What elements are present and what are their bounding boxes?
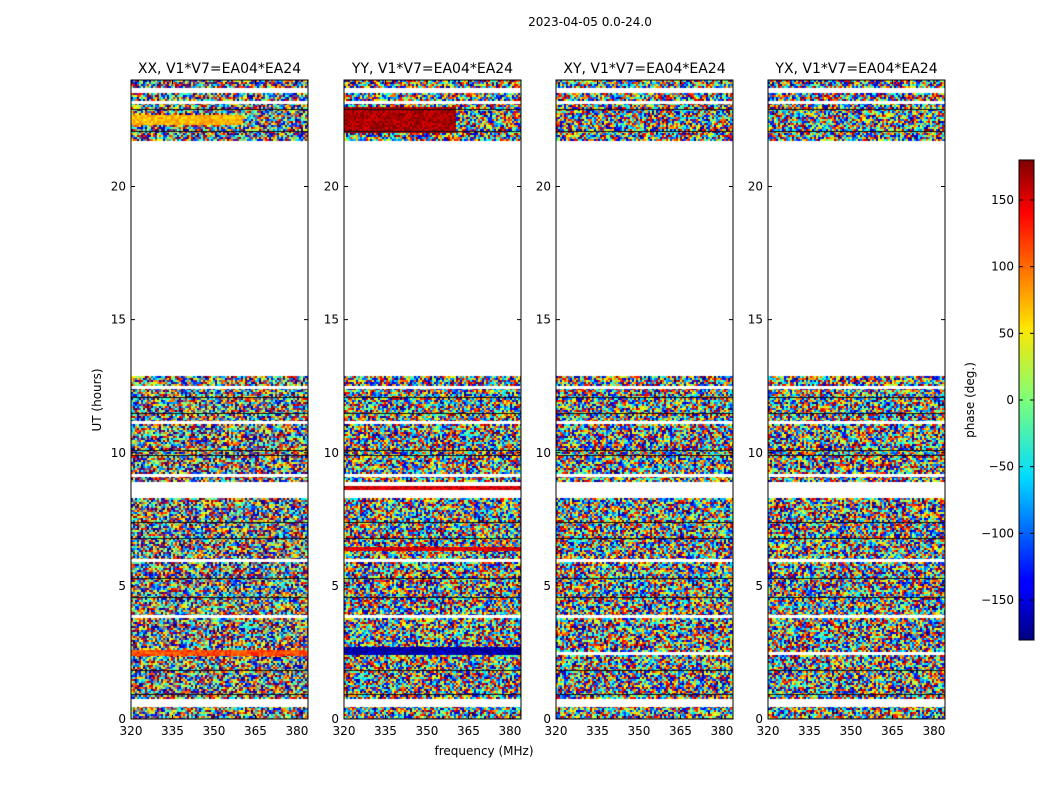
- panel-3: XY, V1*V7=EA04*EA24 320 335 350 365 380 0 5 10 15…: [536, 61, 734, 738]
- colorbar-tick-label: 100: [991, 260, 1014, 274]
- phase-heatmap: [344, 80, 521, 719]
- colorbar-tick-label: −150: [981, 593, 1014, 607]
- y-tick-label: 0: [118, 712, 126, 726]
- x-tick-label: 380: [498, 724, 521, 738]
- heatmap-canvas-wrap: [344, 80, 521, 719]
- y-tick-label: 20: [536, 180, 551, 194]
- panels: XX, V1*V7=EA04*EA24 320 335 350 365 380 0 5 10 15…: [111, 61, 946, 738]
- heatmap-canvas-wrap: [131, 80, 308, 719]
- panel-1: XX, V1*V7=EA04*EA24 320 335 350 365 380 0 5 10 15…: [111, 61, 309, 738]
- y-tick-label: 0: [543, 712, 551, 726]
- y-axis-label: UT (hours): [90, 368, 104, 431]
- panel-title: YX, V1*V7=EA04*EA24: [774, 61, 937, 77]
- panel-title: XY, V1*V7=EA04*EA24: [563, 61, 725, 77]
- y-tick-label: 5: [331, 579, 339, 593]
- x-axis-label: frequency (MHz): [434, 744, 533, 758]
- y-tick-label: 5: [118, 579, 126, 593]
- y-tick-label: 5: [755, 579, 763, 593]
- heatmap-canvas-wrap: [768, 80, 945, 719]
- colorbar: 150 100 50 0 −50 −100 −150 phase (deg.): [963, 159, 1035, 641]
- colorbar-tick-label: −100: [981, 526, 1014, 540]
- colorbar-tick-label: 50: [999, 326, 1014, 340]
- colorbar-label: phase (deg.): [963, 362, 977, 438]
- y-tick-label: 20: [324, 180, 339, 194]
- y-tick-label: 10: [111, 446, 126, 460]
- colorbar-tick-label: −50: [989, 460, 1014, 474]
- x-tick-label: 380: [922, 724, 945, 738]
- y-tick-label: 15: [748, 313, 763, 327]
- y-tick-label: 15: [111, 313, 126, 327]
- colorbar-tick-label: 150: [991, 193, 1014, 207]
- y-tick-label: 15: [536, 313, 551, 327]
- panel-frame: [767, 79, 946, 720]
- phase-heatmap: [556, 80, 733, 719]
- x-tick-label: 320: [545, 724, 568, 738]
- x-tick-label: 320: [120, 724, 143, 738]
- y-tick-label: 10: [748, 446, 763, 460]
- y-tick-label: 20: [748, 180, 763, 194]
- y-tick-label: 15: [324, 313, 339, 327]
- x-tick-label: 350: [416, 724, 439, 738]
- panel-2: YY, V1*V7=EA04*EA24 320 335 350 365 380 0 5 10 15…: [324, 61, 522, 738]
- phase-heatmap: [768, 80, 945, 719]
- x-tick-label: 335: [161, 724, 184, 738]
- colorbar-ticks: 150 100 50 0 −50 −100 −150: [981, 193, 1034, 607]
- y-tick-label: 5: [543, 579, 551, 593]
- y-tick-label: 10: [324, 446, 339, 460]
- x-tick-label: 365: [244, 724, 267, 738]
- panel-4: YX, V1*V7=EA04*EA24 320 335 350 365 380 0 5 10 15…: [748, 61, 946, 738]
- x-tick-label: 335: [798, 724, 821, 738]
- x-tick-label: 365: [457, 724, 480, 738]
- panel-frame: [130, 79, 309, 720]
- x-tick-label: 365: [669, 724, 692, 738]
- y-tick-label: 0: [755, 712, 763, 726]
- panel-title: YY, V1*V7=EA04*EA24: [351, 61, 513, 77]
- panel-frame: [555, 79, 734, 720]
- x-tick-label: 350: [840, 724, 863, 738]
- x-tick-label: 380: [710, 724, 733, 738]
- colorbar-tick-label: 0: [1006, 393, 1014, 407]
- heatmap-canvas-wrap: [556, 80, 733, 719]
- panel-title: XX, V1*V7=EA04*EA24: [138, 61, 301, 77]
- y-tick-label: 10: [536, 446, 551, 460]
- y-tick-label: 0: [331, 712, 339, 726]
- panel-frame: [343, 79, 522, 720]
- x-tick-label: 380: [285, 724, 308, 738]
- x-tick-label: 365: [881, 724, 904, 738]
- phase-heatmap: [131, 80, 308, 719]
- x-tick-label: 350: [203, 724, 226, 738]
- figure-title: 2023-04-05 0.0-24.0: [528, 15, 652, 29]
- x-tick-label: 320: [757, 724, 780, 738]
- x-tick-label: 335: [586, 724, 609, 738]
- x-tick-label: 350: [628, 724, 651, 738]
- x-tick-label: 335: [374, 724, 397, 738]
- x-tick-label: 320: [333, 724, 356, 738]
- y-tick-label: 20: [111, 180, 126, 194]
